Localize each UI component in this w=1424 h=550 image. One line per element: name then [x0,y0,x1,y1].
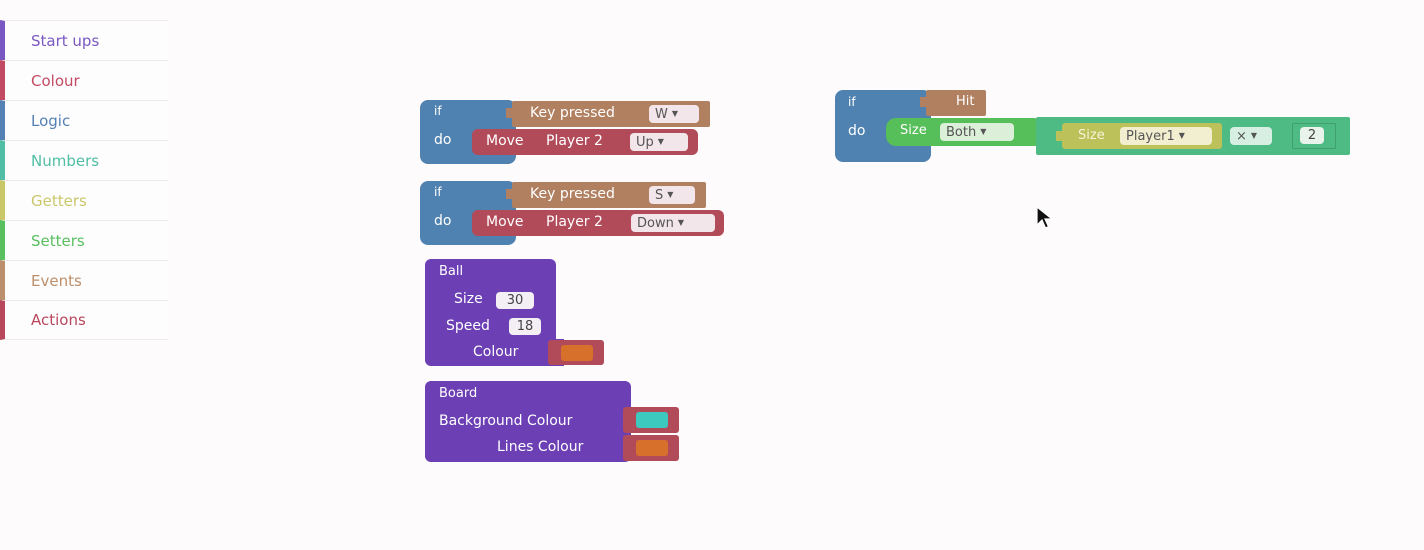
category-colour[interactable]: Colour [0,60,168,100]
if-label: if [434,104,442,118]
category-setters[interactable]: Setters [0,220,168,260]
player-label: Player 2 [546,133,603,149]
if-label: if [434,185,442,199]
key-pressed-label: Key pressed [530,105,615,121]
move-label: Move [486,214,524,230]
direction-dropdown[interactable]: Down ▼ [631,214,715,232]
chevron-down-icon: ▼ [980,127,987,136]
colour-swatch[interactable] [561,345,593,361]
chevron-down-icon: ▼ [671,109,679,118]
player-label: Player 2 [546,214,603,230]
category-start-ups[interactable]: Start ups [0,20,168,60]
set-size-label: Size [900,123,927,138]
speed-label: Speed [446,318,490,334]
target-dropdown[interactable]: Both ▼ [940,123,1014,141]
mouse-pointer-icon [1036,205,1054,234]
chevron-down-icon: ▼ [1178,131,1185,140]
key-pressed-label: Key pressed [530,186,615,202]
do-label: do [434,213,452,229]
board-title: Board [439,386,478,401]
key-dropdown[interactable]: S ▼ [649,186,695,204]
category-events[interactable]: Events [0,260,168,300]
background-colour-swatch[interactable] [636,412,668,428]
category-logic[interactable]: Logic [0,100,168,140]
key-dropdown[interactable]: W ▼ [649,105,699,123]
ball-title: Ball [439,264,464,279]
chevron-down-icon: ▼ [657,137,664,146]
operand-input[interactable]: 2 [1300,127,1324,144]
colour-label: Colour [473,344,519,360]
size-label: Size [454,291,483,307]
do-label: do [434,132,452,148]
toolbox: Start ups Colour Logic Numbers Getters S… [0,20,168,340]
hit-label: Hit [956,94,975,109]
category-numbers[interactable]: Numbers [0,140,168,180]
chevron-down-icon: ▼ [677,218,684,227]
direction-dropdown[interactable]: Up ▼ [630,133,688,151]
lines-colour-label: Lines Colour [497,439,584,455]
category-getters[interactable]: Getters [0,180,168,220]
move-label: Move [486,133,524,149]
get-size-label: Size [1078,128,1105,143]
player-dropdown[interactable]: Player1 ▼ [1120,127,1212,145]
hit-block[interactable] [926,90,986,116]
speed-input[interactable]: 18 [509,318,541,335]
category-actions[interactable]: Actions [0,300,168,340]
operator-dropdown[interactable]: × ▼ [1230,127,1272,145]
size-input[interactable]: 30 [496,292,534,309]
chevron-down-icon: ▼ [1250,131,1258,140]
if-label: if [848,95,856,109]
lines-colour-swatch[interactable] [636,440,668,456]
chevron-down-icon: ▼ [667,190,674,199]
background-colour-label: Background Colour [439,413,573,429]
do-label: do [848,123,866,139]
